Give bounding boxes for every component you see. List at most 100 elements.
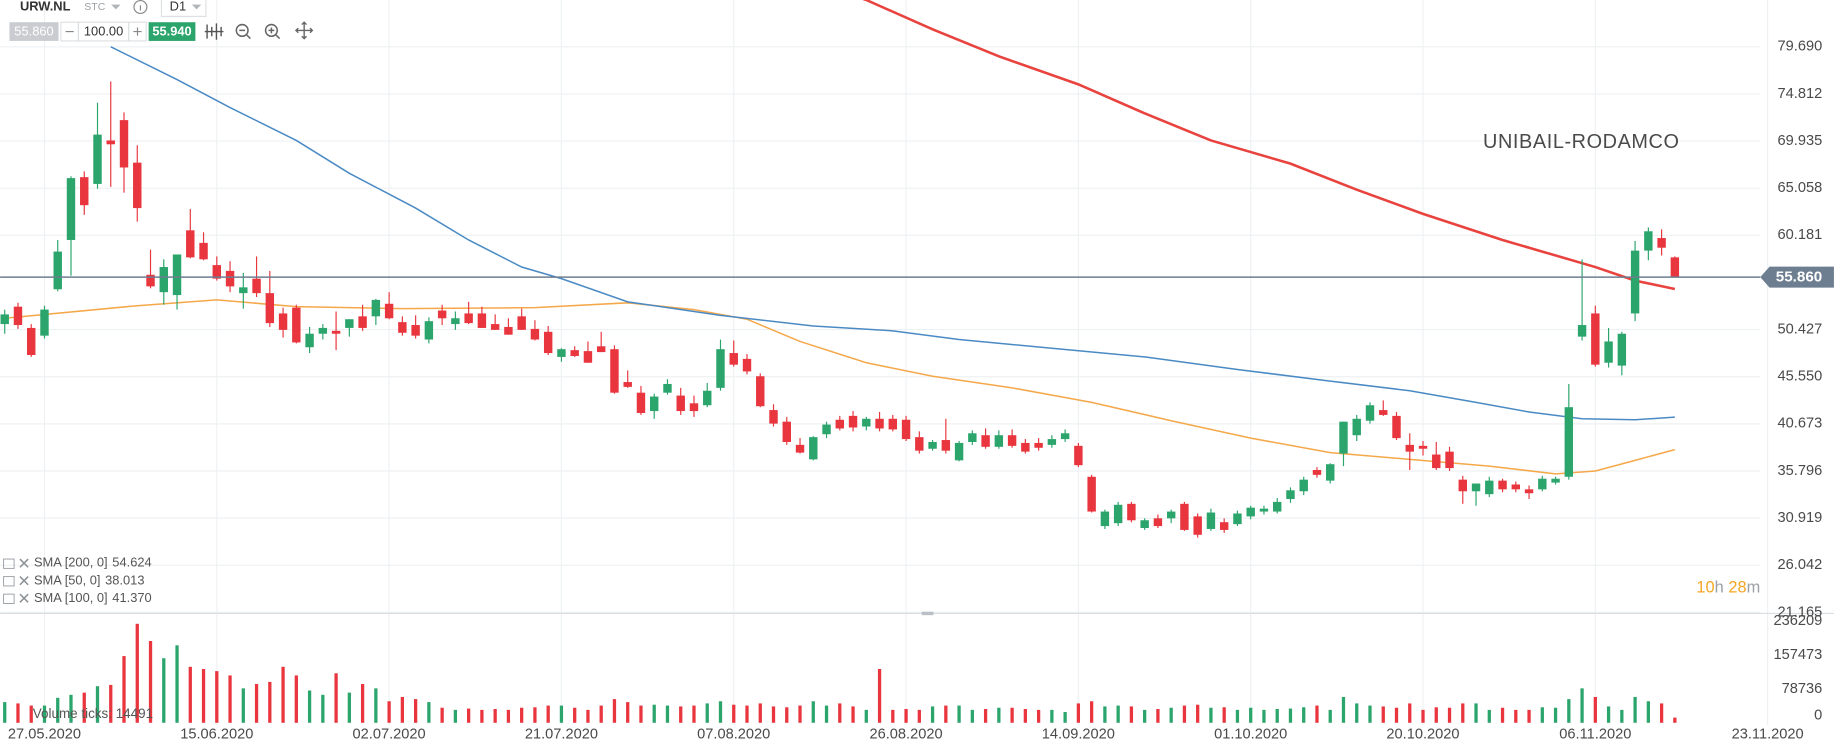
volume-bar bbox=[56, 697, 60, 723]
chart-type-icon[interactable] bbox=[204, 23, 224, 40]
candle-body bbox=[278, 313, 288, 330]
volume-bar bbox=[1408, 703, 1412, 723]
candle-body bbox=[1445, 451, 1454, 469]
candle-body bbox=[1259, 508, 1269, 512]
candle-body bbox=[80, 177, 89, 206]
candle-body bbox=[809, 437, 818, 460]
volume-bar bbox=[970, 709, 974, 723]
bid-box[interactable] bbox=[9, 22, 59, 41]
volume-bar bbox=[1182, 705, 1187, 723]
volume-bar bbox=[387, 701, 391, 723]
info-icon[interactable] bbox=[133, 0, 148, 15]
volume-bar bbox=[1421, 709, 1425, 723]
volume-bar bbox=[109, 684, 113, 723]
volume-bar bbox=[1089, 701, 1094, 723]
volume-bar bbox=[1474, 703, 1478, 723]
candle-body bbox=[1206, 512, 1216, 529]
legend-remove[interactable] bbox=[19, 576, 29, 586]
lot-size[interactable]: 100.00 bbox=[84, 24, 123, 39]
volume-bar bbox=[400, 696, 405, 723]
volume-bar bbox=[944, 705, 948, 723]
ask-box[interactable] bbox=[148, 22, 196, 41]
volume-bar bbox=[1341, 696, 1346, 723]
volume-bar bbox=[1050, 709, 1054, 723]
volume-bar bbox=[1328, 709, 1332, 723]
countdown-minutes: 28 bbox=[1728, 579, 1746, 597]
candle-body bbox=[543, 331, 553, 354]
zoom-out-icon[interactable] bbox=[235, 23, 249, 38]
volume-bar bbox=[1010, 707, 1014, 723]
candle-body bbox=[862, 418, 871, 427]
volume-bar bbox=[1222, 707, 1226, 723]
sma-line bbox=[862, 0, 1676, 291]
candle-body bbox=[1365, 405, 1375, 421]
legend-value: 38.013 bbox=[105, 573, 144, 588]
volume-bar bbox=[1673, 717, 1677, 723]
candle-body bbox=[146, 274, 155, 287]
legend-remove[interactable] bbox=[19, 558, 29, 568]
timeframe[interactable]: D1 bbox=[170, 0, 186, 13]
legend-icon bbox=[3, 576, 15, 587]
candle-body bbox=[1498, 480, 1507, 490]
volume-bar bbox=[1169, 707, 1173, 723]
timeframe-box[interactable] bbox=[160, 0, 207, 17]
volume-bar bbox=[453, 709, 458, 723]
volume-bar bbox=[307, 690, 312, 723]
pan-icon[interactable] bbox=[294, 21, 314, 40]
legend-name: SMA [200, 0] bbox=[34, 555, 108, 570]
candle-body bbox=[1286, 490, 1295, 499]
pane-resize-handle[interactable] bbox=[921, 611, 934, 616]
candle-body bbox=[1153, 518, 1163, 527]
volume-tick-label: 78736 bbox=[1782, 681, 1823, 697]
dropdown-arrow[interactable] bbox=[191, 4, 202, 10]
legend-remove[interactable] bbox=[19, 593, 29, 603]
volume-bar bbox=[1527, 709, 1531, 723]
x-tick-label: 14.09.2020 bbox=[1042, 726, 1115, 742]
candle-body bbox=[106, 140, 115, 145]
zoom-in-icon[interactable] bbox=[264, 23, 279, 38]
legend-text: SMA [50, 0] 38.013 bbox=[34, 573, 145, 588]
volume-bar bbox=[1143, 709, 1147, 723]
volume-pane bbox=[3, 623, 1677, 723]
ask-price[interactable]: 55.940 bbox=[152, 24, 191, 39]
dropdown-arrow[interactable] bbox=[111, 4, 121, 10]
volume-bar bbox=[413, 699, 418, 723]
exchange[interactable]: STC bbox=[84, 1, 105, 13]
volume-bar bbox=[1633, 696, 1637, 723]
candle-body bbox=[1432, 454, 1441, 469]
legend-item: SMA [50, 0] 38.013 bbox=[3, 573, 145, 588]
candle-body bbox=[1630, 250, 1640, 314]
legend-value: 41.370 bbox=[112, 590, 151, 605]
candle-body bbox=[915, 437, 924, 451]
volume-bar bbox=[1156, 709, 1160, 723]
candle-body bbox=[835, 419, 844, 429]
candle-body bbox=[517, 316, 526, 330]
symbol[interactable]: URW.NL bbox=[20, 0, 71, 13]
candle-body bbox=[1021, 442, 1030, 452]
volume-bar bbox=[1394, 707, 1399, 723]
candle-body bbox=[663, 383, 672, 393]
candle-body bbox=[610, 349, 619, 393]
countdown-unit: m bbox=[1747, 579, 1761, 597]
volume-bar bbox=[573, 707, 577, 723]
candle-body bbox=[1577, 325, 1587, 337]
candle-body bbox=[305, 333, 314, 348]
volume-bar bbox=[493, 709, 497, 723]
plus-icon bbox=[133, 27, 142, 36]
candle-body bbox=[1564, 407, 1574, 477]
candle-body bbox=[133, 162, 142, 209]
volume-bar bbox=[626, 702, 630, 723]
x-tick-label: 27.05.2020 bbox=[8, 726, 81, 742]
volume-bar bbox=[228, 675, 232, 723]
candle-body bbox=[1166, 511, 1176, 519]
volume-bar bbox=[798, 705, 802, 723]
volume-bar bbox=[29, 705, 33, 723]
x-tick-label: 06.11.2020 bbox=[1559, 726, 1631, 742]
volume-bar bbox=[891, 709, 895, 723]
bid-price[interactable]: 55.860 bbox=[14, 24, 53, 39]
candle-body bbox=[716, 349, 725, 388]
candle-body bbox=[252, 278, 261, 294]
candle-body bbox=[477, 313, 487, 328]
legend-name: SMA [50, 0] bbox=[34, 573, 100, 588]
